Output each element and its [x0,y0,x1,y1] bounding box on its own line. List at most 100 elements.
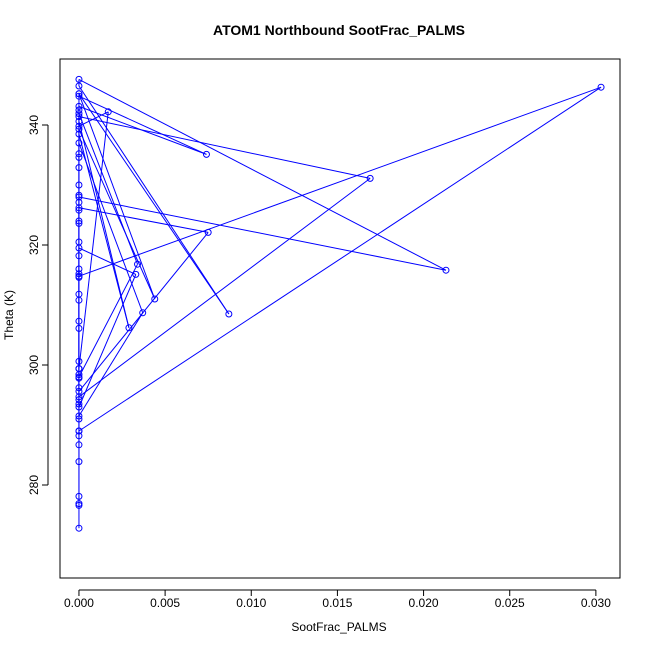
data-point [442,266,450,274]
series-line-segment [78,232,209,392]
data-point [75,415,83,423]
data-point [75,290,83,298]
series-line-segment [78,312,144,417]
data-point [75,106,83,114]
series-line-segment [78,86,602,432]
data-point [75,270,83,278]
data-point [75,150,83,158]
data-point [75,198,83,206]
data-point [75,393,83,401]
x-tick-label: 0.015 [322,596,352,610]
x-tick-label: 0.020 [409,596,439,610]
data-point [132,270,140,278]
x-tick-label: 0.010 [236,596,266,610]
data-point [75,204,83,212]
data-point [75,357,83,365]
series-line-segment [78,263,138,378]
data-point [75,82,83,90]
series-lines [78,78,602,529]
data-point [75,219,83,227]
data-point [75,458,83,466]
data-point [75,90,83,98]
data-point [75,365,83,373]
x-tick-label: 0.030 [581,596,611,610]
data-point [75,400,83,408]
data-point [75,217,83,225]
x-axis-label: SootFrac_PALMS [291,620,386,634]
chart-title: ATOM1 Northbound SootFrac_PALMS [213,22,465,38]
data-point [134,260,142,268]
data-point [75,244,83,252]
data-point [75,102,83,110]
data-point [75,324,83,332]
data-point [75,387,83,395]
x-tick-label: 0.000 [64,596,94,610]
y-tick-label: 300 [27,355,41,375]
data-point [75,153,83,161]
data-point [75,524,83,532]
data-point [75,122,83,130]
series-points [75,75,605,532]
data-point [75,384,83,392]
data-point [75,492,83,500]
data-point [597,83,605,91]
data-point [75,501,83,509]
data-point [75,75,83,83]
series-line-segment [78,196,447,271]
x-tick-label: 0.025 [495,596,525,610]
series-line-segment [78,128,156,300]
plot-frame [59,58,621,579]
data-point [366,174,374,182]
data-point [75,427,83,435]
data-point [75,117,83,125]
data-point [75,125,83,133]
data-point [75,193,83,201]
series-line-segment [78,86,602,277]
data-point [75,403,83,411]
data-point [75,441,83,449]
data-point [75,206,83,214]
series-line-segment [78,111,109,369]
series-line-segment [78,93,156,300]
data-point [75,265,83,273]
series-line-segment [78,274,137,408]
x-tick-label: 0.005 [150,596,180,610]
data-point [204,228,212,236]
data-point [225,310,233,318]
series-line-segment [78,177,371,398]
y-tick-label: 320 [27,235,41,255]
data-point [104,108,112,116]
data-point [75,412,83,420]
series-line-segment [78,111,109,127]
data-point [75,139,83,147]
data-point [151,295,159,303]
y-axis-label: Theta (K) [2,290,16,340]
data-point [75,110,83,118]
axes: 0.000 0.005 0.010 0.015 0.020 0.025 0.030 280 30… [27,58,621,610]
data-point [75,373,83,381]
series-line-segment [78,95,207,155]
series-line-segment [78,142,144,313]
data-point [75,252,83,260]
data-point [75,396,83,404]
data-point [75,272,83,280]
data-point [75,432,83,440]
series-line-segment [78,78,447,271]
data-point [75,92,83,100]
y-tick-label: 340 [27,115,41,135]
series-line-segment [78,116,371,179]
series-line-segment [78,93,230,315]
data-point [75,181,83,189]
data-point [75,164,83,172]
y-tick-label: 280 [27,475,41,495]
data-point [125,324,133,332]
data-point [202,150,210,158]
series-line-segment [78,121,130,328]
data-point [75,317,83,325]
series-line-segment [78,85,230,315]
data-point [139,309,147,317]
data-point [75,130,83,138]
series-line-segment [78,207,209,233]
